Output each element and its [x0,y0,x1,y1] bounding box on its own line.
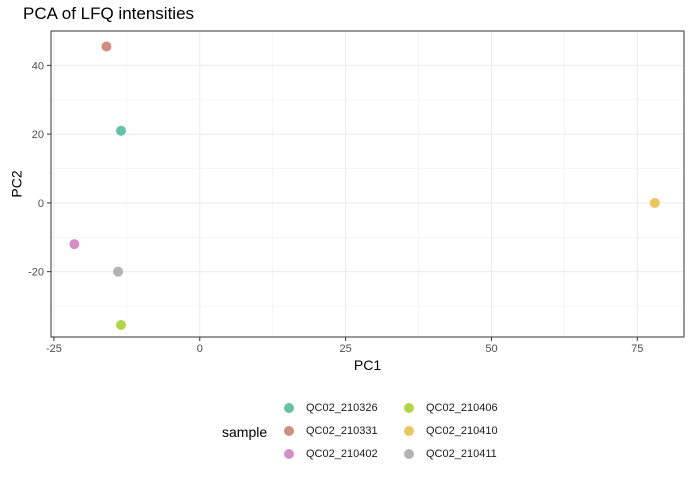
legend-label: QC02_210411 [426,448,497,460]
major-gridlines [51,31,684,337]
legend-label: QC02_210326 [306,402,378,414]
x-tick-label: 0 [197,343,203,355]
legend-item: QC02_210406 [342,397,498,419]
data-point [649,197,660,208]
y-tick-label: 40 [32,60,44,72]
data-point [116,125,127,136]
x-tick-label: 75 [631,343,643,355]
y-tick-label: -20 [28,267,44,279]
legend-title: sample [222,424,268,440]
legend-label: QC02_210410 [426,425,498,437]
y-axis-ticks: -20 0 20 40 [28,60,51,279]
data-point [113,266,124,277]
x-tick-label: 50 [485,343,497,355]
x-tick-label: 25 [339,343,351,355]
legend-swatch [404,449,414,459]
pca-scatter-plot: -25 0 25 50 75 -20 0 20 40 PC1 PC2 [9,30,685,373]
legend-label: QC02_210402 [306,448,378,460]
y-axis-title: PC2 [9,170,25,197]
x-tick-label: -25 [46,343,62,355]
legend: sample QC02_210326 QC02_210331 QC02_210402… [222,394,562,466]
legend-swatch [404,426,414,436]
y-tick-label: 0 [38,198,44,210]
legend-item: QC02_210410 [342,420,498,442]
x-axis-title: PC1 [354,357,381,373]
legend-item: QC02_210411 [342,443,497,465]
data-points [69,41,660,330]
y-tick-label: 20 [32,129,44,141]
data-point [69,239,80,250]
data-point [101,41,112,52]
legend-swatch [404,403,414,413]
legend-label: QC02_210406 [426,402,498,414]
plot-panel-border [50,30,685,338]
legend-item: QC02_210331 [222,420,378,442]
minor-gridlines [51,31,684,337]
chart-title: PCA of LFQ intensities [23,4,195,23]
legend-label: QC02_210331 [306,425,378,437]
legend-item: QC02_210402 [222,443,378,465]
data-point [116,319,127,330]
legend-swatch [284,403,294,413]
x-axis-ticks: -25 0 25 50 75 [46,337,643,355]
legend-swatch [284,426,294,436]
legend-item: QC02_210326 [222,397,378,419]
legend-swatch [284,449,294,459]
